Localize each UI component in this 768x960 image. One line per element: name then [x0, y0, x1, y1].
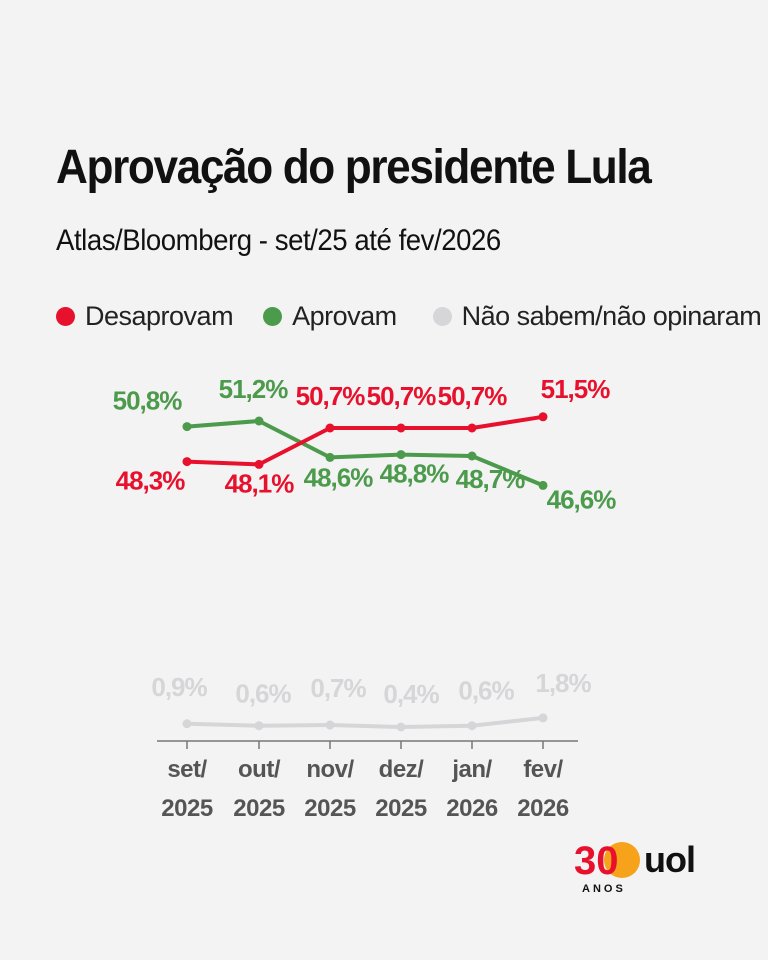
legend-swatch-desaprovam: [56, 306, 75, 326]
data-label: 1,8%: [535, 668, 591, 698]
legend-label-aprovam: Aprovam: [292, 300, 397, 331]
legend: Desaprovam Aprovam Não sabem/não opinara…: [56, 296, 768, 336]
series-line-1: [186, 419, 544, 488]
data-point: [396, 450, 406, 460]
x-tick-label-month: set/: [167, 756, 207, 783]
x-axis-ticks: set/2025 out/2025 nov/2025 dez/2025 jan/2026…: [161, 741, 569, 822]
data-label: 50,7%: [296, 381, 366, 411]
data-point: [538, 480, 548, 490]
data-point: [467, 423, 477, 433]
legend-item-desaprovam: Desaprovam: [56, 300, 234, 332]
data-label: 0,7%: [310, 673, 366, 703]
data-label: 0,9%: [151, 672, 207, 702]
data-label: 0,6%: [235, 679, 291, 709]
data-label: 48,6%: [304, 462, 374, 492]
data-point: [182, 457, 192, 467]
data-point: [396, 722, 406, 732]
data-point: [467, 721, 477, 731]
x-tick-label-month: out/: [238, 756, 281, 783]
legend-label-desaprovam: Desaprovam: [85, 300, 234, 331]
data-label: 48,7%: [456, 464, 526, 494]
data-label: 50,8%: [113, 386, 183, 416]
logo-circle: [604, 842, 640, 878]
data-point: [254, 459, 264, 469]
data-label: 0,4%: [383, 679, 439, 709]
data-label: 48,3%: [116, 466, 186, 496]
data-label: 48,8%: [380, 459, 450, 489]
data-point: [182, 719, 192, 729]
series-line-0: [186, 414, 544, 467]
data-label: 46,6%: [547, 484, 617, 514]
uol-30-anos-logo: 30 ANOS uol: [574, 838, 714, 898]
x-tick-label-month: fev/: [523, 756, 563, 783]
data-point: [538, 412, 548, 422]
x-tick-label-year: 2026: [446, 795, 498, 822]
logo-graphic: 30 ANOS uol: [574, 839, 696, 895]
data-point: [538, 713, 548, 723]
data-point: [254, 721, 264, 731]
data-point: [467, 451, 477, 461]
logo-number: 30: [574, 839, 619, 883]
chart-subtitle: Atlas/Bloomberg - set/25 até fev/2026: [56, 224, 501, 257]
logo-anos: ANOS: [582, 883, 626, 895]
x-tick-label-year: 2025: [375, 795, 427, 822]
chart-title: Aprovação do presidente Lula: [56, 141, 652, 194]
data-point: [396, 423, 406, 433]
data-point: [325, 423, 335, 433]
series-line-2: [186, 715, 544, 729]
legend-item-aprovam: Aprovam: [263, 301, 397, 332]
x-tick-label-year: 2025: [161, 795, 213, 822]
x-tick-label-year: 2025: [304, 795, 356, 822]
data-label: 50,7%: [438, 381, 508, 411]
x-tick-label-month: nov/: [306, 756, 354, 783]
legend-swatch-aprovam: [263, 306, 283, 326]
data-point: [325, 720, 335, 730]
data-label: 51,5%: [541, 374, 611, 404]
legend-item-nao-sabem: Não sabem/não opinaram: [432, 300, 762, 332]
x-tick-label-month: dez/: [379, 756, 425, 783]
x-tick-label-year: 2026: [517, 795, 569, 822]
data-label: 50,7%: [367, 381, 437, 411]
legend-label-nao-sabem: Não sabem/não opinaram: [461, 300, 762, 331]
data-point: [325, 452, 335, 462]
data-label: 0,6%: [458, 676, 514, 706]
x-tick-label-month: jan/: [451, 756, 492, 783]
data-point: [254, 416, 264, 426]
data-point: [182, 422, 192, 432]
x-tick-label-year: 2025: [233, 795, 285, 822]
data-label: 51,2%: [219, 374, 289, 404]
series-layer: 48,3% 48,1%50,7% 50,7% 50,7% 51,5%50,8% 51,2%…: [113, 374, 617, 732]
logo-brand: uol: [644, 839, 695, 880]
legend-swatch-nao-sabem: [432, 306, 452, 326]
data-label: 48,1%: [225, 468, 295, 498]
